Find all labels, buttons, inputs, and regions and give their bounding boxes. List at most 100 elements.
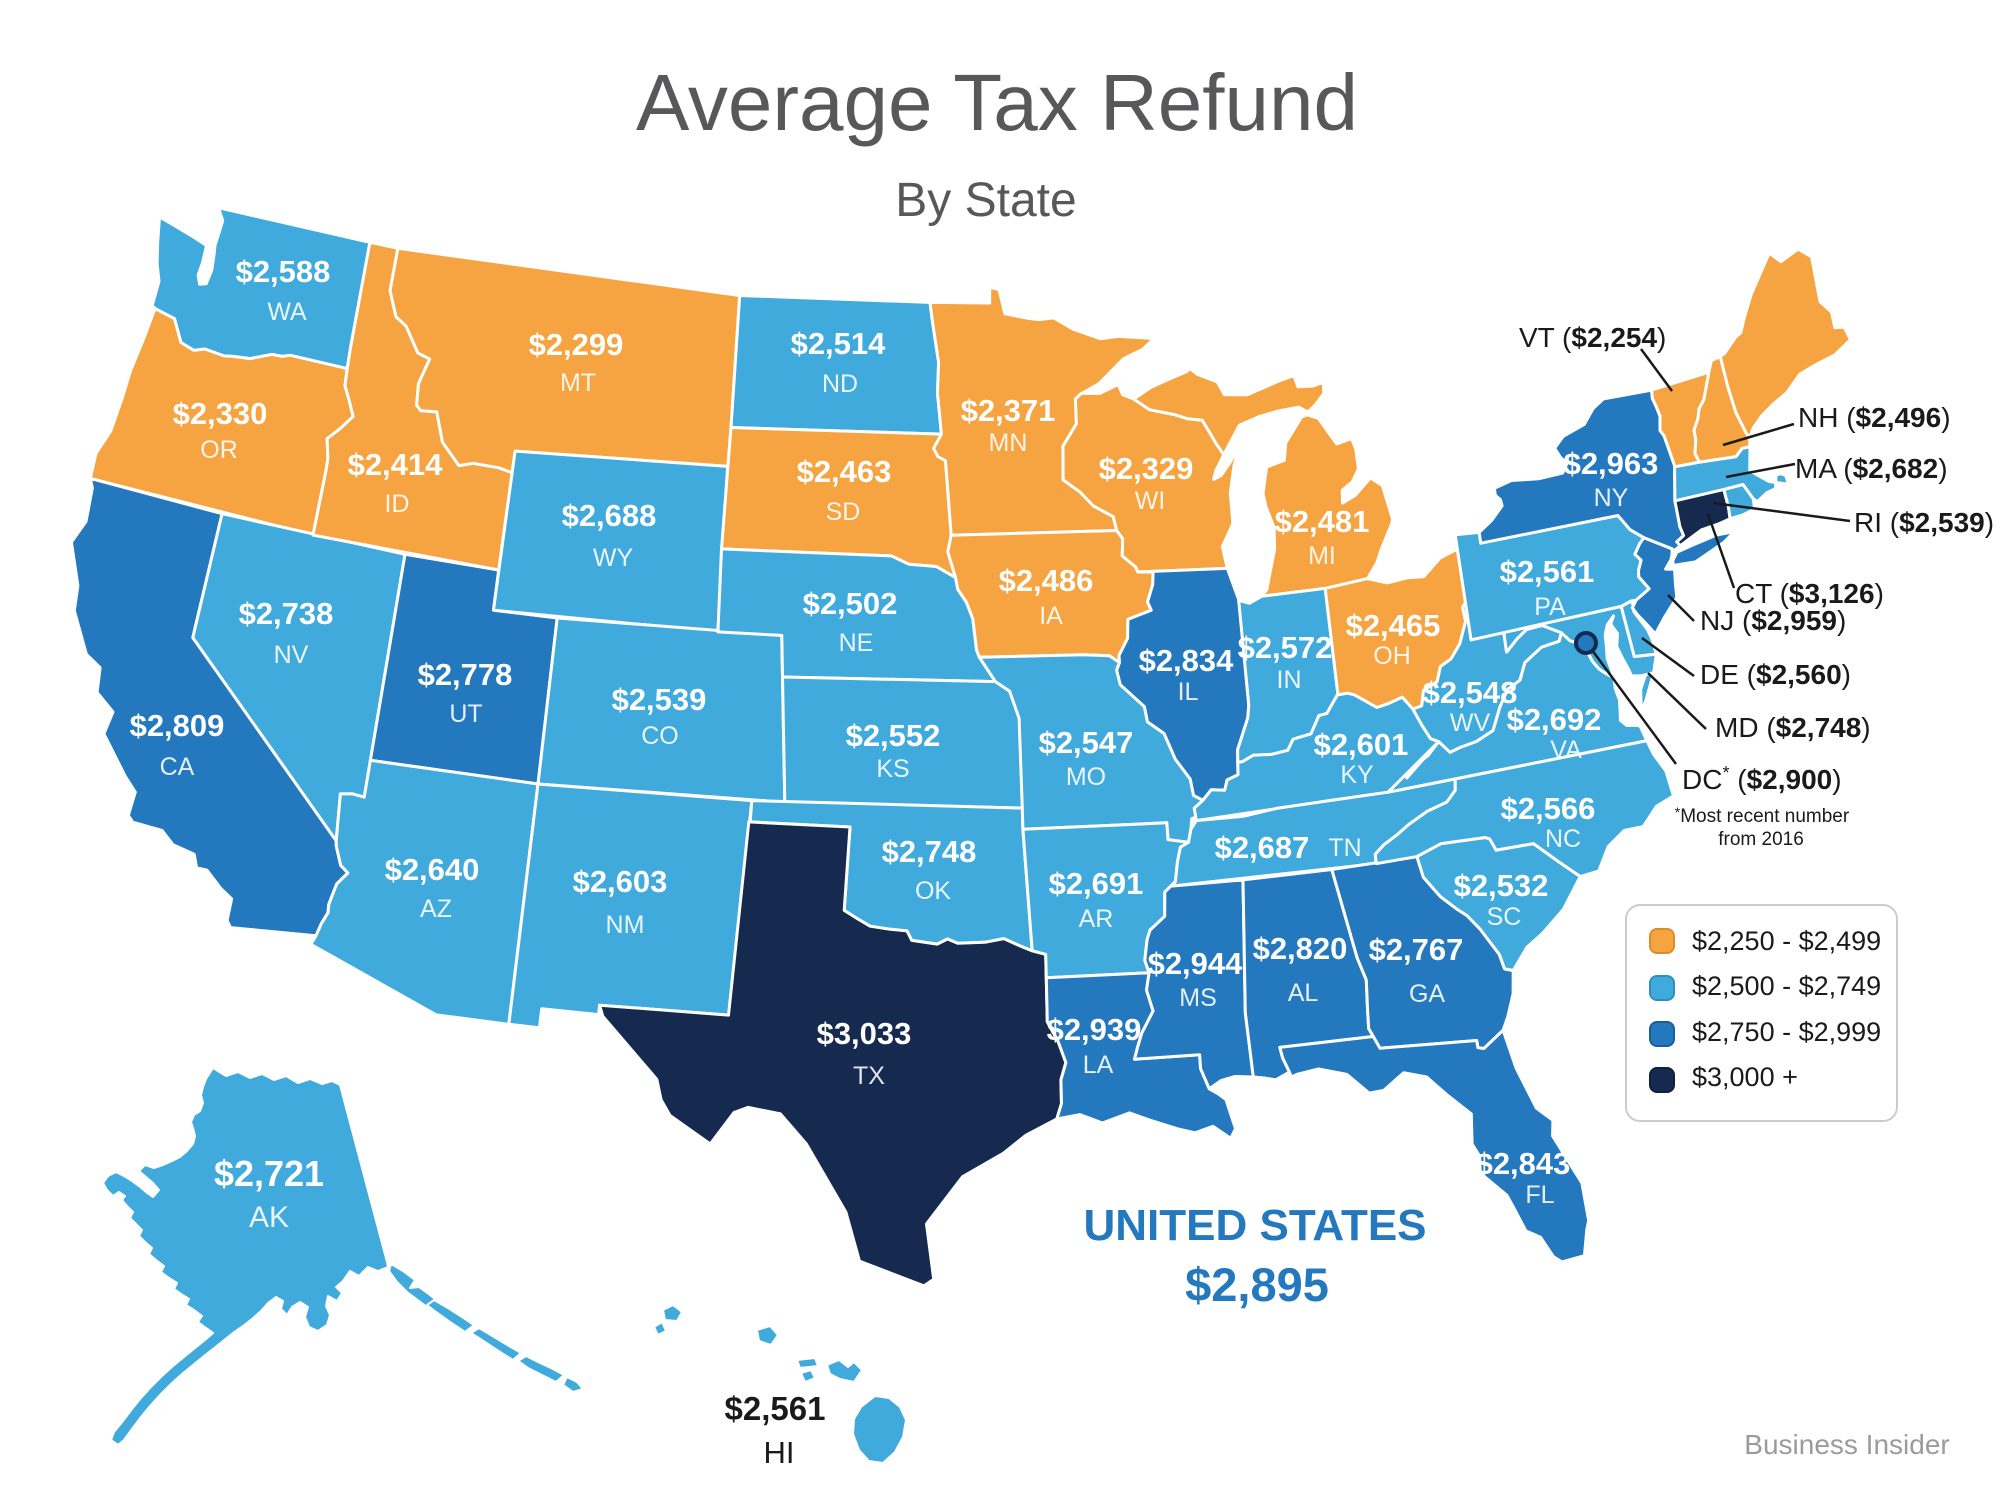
svg-text:NM: NM <box>606 911 645 939</box>
svg-text:IN: IN <box>1277 666 1302 694</box>
svg-text:$2,748: $2,748 <box>882 834 977 869</box>
svg-text:RI ($2,539): RI ($2,539) <box>1854 507 1994 538</box>
svg-text:$2,552: $2,552 <box>846 718 941 753</box>
svg-text:$2,767: $2,767 <box>1369 932 1464 967</box>
svg-text:$2,572: $2,572 <box>1238 630 1333 665</box>
svg-text:OK: OK <box>915 877 951 905</box>
svg-text:CA: CA <box>160 753 195 781</box>
svg-text:TN: TN <box>1328 834 1361 862</box>
svg-text:CT ($3,126): CT ($3,126) <box>1735 578 1884 609</box>
svg-text:PA: PA <box>1534 593 1566 621</box>
svg-text:$2,539: $2,539 <box>612 682 707 717</box>
svg-text:$2,820: $2,820 <box>1253 931 1348 966</box>
svg-text:$2,721: $2,721 <box>214 1153 324 1194</box>
svg-text:NY: NY <box>1594 484 1629 512</box>
svg-text:AK: AK <box>249 1201 289 1234</box>
svg-text:Business Insider: Business Insider <box>1744 1429 1949 1460</box>
svg-text:NC: NC <box>1545 825 1581 853</box>
svg-text:$2,330: $2,330 <box>173 396 268 431</box>
svg-text:TX: TX <box>853 1062 885 1090</box>
svg-text:Average Tax Refund: Average Tax Refund <box>636 58 1358 147</box>
svg-text:WY: WY <box>593 544 634 572</box>
svg-text:$2,465: $2,465 <box>1346 608 1441 643</box>
svg-text:$2,481: $2,481 <box>1275 504 1370 539</box>
svg-text:MT: MT <box>560 369 596 397</box>
svg-text:$2,486: $2,486 <box>999 563 1094 598</box>
svg-text:$2,548: $2,548 <box>1423 675 1518 710</box>
svg-text:VT ($2,254): VT ($2,254) <box>1519 322 1666 353</box>
svg-text:$2,687: $2,687 <box>1215 830 1310 865</box>
svg-text:$3,000 +: $3,000 + <box>1692 1062 1798 1092</box>
svg-text:$2,502: $2,502 <box>803 586 898 621</box>
svg-text:DE ($2,560): DE ($2,560) <box>1700 659 1851 690</box>
svg-text:$3,033: $3,033 <box>817 1016 912 1051</box>
svg-text:$2,688: $2,688 <box>562 498 657 533</box>
svg-text:FL: FL <box>1525 1181 1554 1209</box>
svg-text:from 2016: from 2016 <box>1718 829 1804 850</box>
svg-text:$2,939: $2,939 <box>1047 1012 1142 1047</box>
svg-text:$2,640: $2,640 <box>385 852 480 887</box>
svg-text:NE: NE <box>839 629 874 657</box>
svg-text:*Most recent number: *Most recent number <box>1675 804 1850 827</box>
svg-text:$2,414: $2,414 <box>348 447 444 482</box>
svg-text:KY: KY <box>1340 761 1374 789</box>
svg-text:$2,692: $2,692 <box>1507 702 1602 737</box>
svg-text:CO: CO <box>641 722 679 750</box>
svg-text:$2,250 - $2,499: $2,250 - $2,499 <box>1692 926 1881 956</box>
svg-text:$2,944: $2,944 <box>1148 946 1244 981</box>
svg-text:$2,963: $2,963 <box>1564 446 1659 481</box>
svg-text:HI: HI <box>764 1435 795 1470</box>
svg-text:$2,463: $2,463 <box>797 454 892 489</box>
svg-text:IL: IL <box>1178 678 1199 706</box>
svg-text:$2,601: $2,601 <box>1314 727 1409 762</box>
svg-text:AL: AL <box>1288 979 1319 1007</box>
svg-text:$2,514: $2,514 <box>791 326 887 361</box>
svg-text:MN: MN <box>989 429 1028 457</box>
svg-text:MD ($2,748): MD ($2,748) <box>1715 712 1871 743</box>
svg-text:$2,299: $2,299 <box>529 327 624 362</box>
svg-text:NH ($2,496): NH ($2,496) <box>1798 402 1951 433</box>
svg-text:MO: MO <box>1066 763 1106 791</box>
svg-text:UNITED STATES: UNITED STATES <box>1083 1201 1426 1250</box>
svg-text:KS: KS <box>876 755 909 783</box>
svg-text:$2,588: $2,588 <box>236 254 331 289</box>
svg-text:ID: ID <box>385 490 410 518</box>
svg-text:$2,809: $2,809 <box>130 708 225 743</box>
svg-text:MI: MI <box>1308 542 1336 570</box>
svg-text:WV: WV <box>1450 709 1491 737</box>
svg-text:WA: WA <box>267 298 307 326</box>
svg-text:$2,371: $2,371 <box>961 393 1056 428</box>
svg-text:$2,547: $2,547 <box>1039 725 1134 760</box>
svg-text:$2,500 - $2,749: $2,500 - $2,749 <box>1692 971 1881 1001</box>
svg-text:DC* ($2,900): DC* ($2,900) <box>1682 763 1842 795</box>
svg-text:$2,566: $2,566 <box>1501 791 1596 826</box>
svg-text:VA: VA <box>1550 736 1582 764</box>
svg-text:SC: SC <box>1487 903 1522 931</box>
svg-text:WI: WI <box>1135 487 1166 515</box>
svg-text:MS: MS <box>1179 984 1217 1012</box>
svg-text:$2,561: $2,561 <box>1500 554 1595 589</box>
svg-text:$2,561: $2,561 <box>725 1390 826 1427</box>
svg-text:$2,532: $2,532 <box>1454 868 1549 903</box>
svg-text:GA: GA <box>1409 980 1445 1008</box>
svg-text:ND: ND <box>822 370 858 398</box>
svg-text:$2,750 - $2,999: $2,750 - $2,999 <box>1692 1017 1881 1047</box>
svg-text:$2,603: $2,603 <box>573 864 668 899</box>
svg-text:AR: AR <box>1079 905 1114 933</box>
svg-text:$2,738: $2,738 <box>239 596 334 631</box>
svg-text:UT: UT <box>449 700 482 728</box>
svg-text:NV: NV <box>274 641 309 669</box>
svg-text:IA: IA <box>1039 602 1063 630</box>
svg-text:By State: By State <box>895 174 1076 227</box>
svg-text:OR: OR <box>200 436 238 464</box>
svg-text:AZ: AZ <box>420 895 452 923</box>
svg-text:$2,843: $2,843 <box>1476 1146 1571 1181</box>
svg-text:$2,778: $2,778 <box>418 657 513 692</box>
svg-text:SD: SD <box>826 498 861 526</box>
svg-text:$2,834: $2,834 <box>1139 643 1235 678</box>
svg-text:$2,691: $2,691 <box>1049 866 1144 901</box>
svg-text:MA ($2,682): MA ($2,682) <box>1795 453 1948 484</box>
svg-text:$2,329: $2,329 <box>1099 451 1194 486</box>
svg-text:OH: OH <box>1373 642 1411 670</box>
svg-text:$2,895: $2,895 <box>1185 1258 1329 1311</box>
